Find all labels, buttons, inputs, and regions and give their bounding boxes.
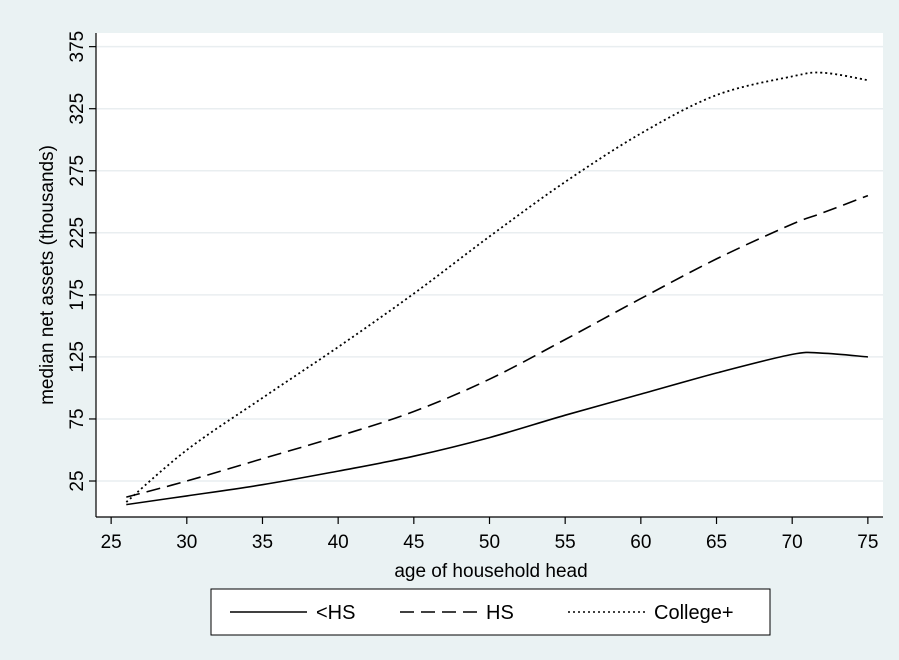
legend: <HS HS College+ (210, 588, 771, 636)
series-line-1 (126, 194, 869, 498)
gridlines (96, 45, 883, 482)
y-axis-ticks: 25 75 125 175 225 275 325 375 (67, 31, 96, 492)
y-tick-label: 325 (67, 93, 88, 125)
x-axis-ticks: 25 30 35 40 45 50 55 60 65 70 75 (101, 517, 878, 553)
series-lines (125, 71, 869, 506)
y-tick-label: 375 (67, 31, 88, 63)
x-tick-label: 30 (176, 532, 197, 553)
series-line-0 (126, 351, 868, 506)
x-tick-label: 45 (403, 532, 424, 553)
x-tick-label: 70 (782, 532, 803, 553)
x-tick-label: 50 (479, 532, 500, 553)
y-tick-label: 125 (67, 341, 88, 373)
x-tick-label: 65 (706, 532, 727, 553)
series-line-2 (125, 71, 869, 503)
x-tick-label: 60 (630, 532, 651, 553)
plot-background (96, 33, 883, 517)
legend-label-2: College+ (654, 602, 734, 624)
y-tick-label: 25 (67, 470, 88, 491)
x-tick-label: 25 (101, 532, 122, 553)
y-tick-label: 175 (67, 279, 88, 311)
legend-label-1: HS (486, 602, 514, 624)
legend-label-0: <HS (316, 602, 355, 624)
x-tick-label: 35 (252, 532, 273, 553)
y-tick-label: 75 (67, 408, 88, 429)
x-tick-label: 40 (328, 532, 349, 553)
y-tick-label: 225 (67, 217, 88, 249)
legend-items: <HS HS College+ (230, 602, 734, 624)
x-tick-label: 55 (555, 532, 576, 553)
y-tick-label: 275 (67, 155, 88, 187)
x-axis-title: age of household head (394, 561, 587, 582)
y-axis-title: median net assets (thousands) (37, 145, 58, 405)
x-tick-label: 75 (857, 532, 878, 553)
